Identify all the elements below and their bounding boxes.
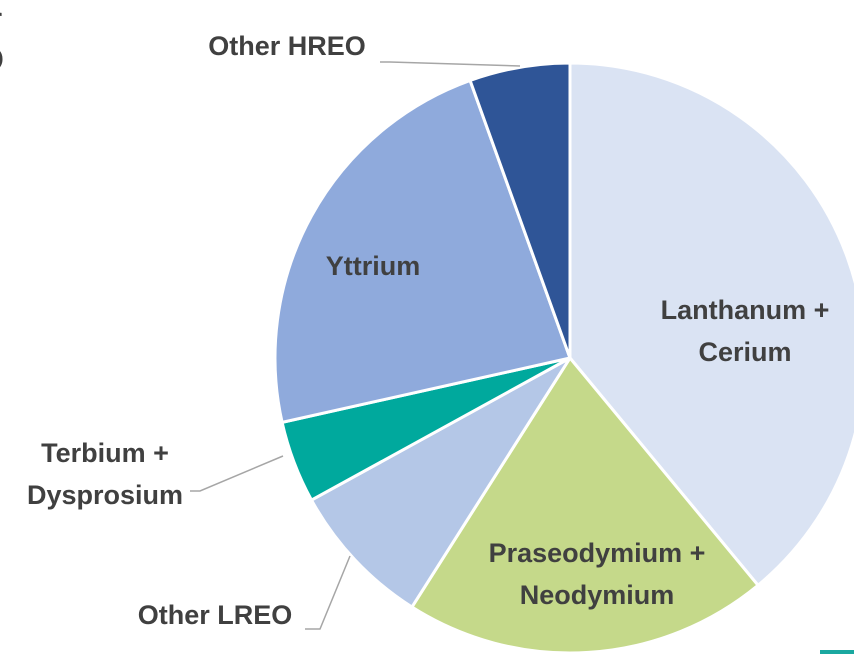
slice-label: Other HREO [208,31,366,61]
slice-label: Other LREO [138,600,293,630]
pie-slice [409,355,761,655]
pie-slice [273,78,572,425]
title-fragment: r [0,3,2,33]
slice-label: Praseodymium + Neodymium [489,538,706,610]
slice-label: Lanthanum + Cerium [661,295,830,367]
slice-label: Yttrium [326,251,421,281]
pie-slice [468,61,572,359]
title-fragment: O [0,41,4,79]
pie-slice [568,61,854,588]
leader-line [380,61,521,67]
leader-line [305,555,351,630]
slice-label: Terbium + Dysprosium [27,438,183,510]
leader-line [190,455,284,492]
pie-slice [309,356,572,610]
